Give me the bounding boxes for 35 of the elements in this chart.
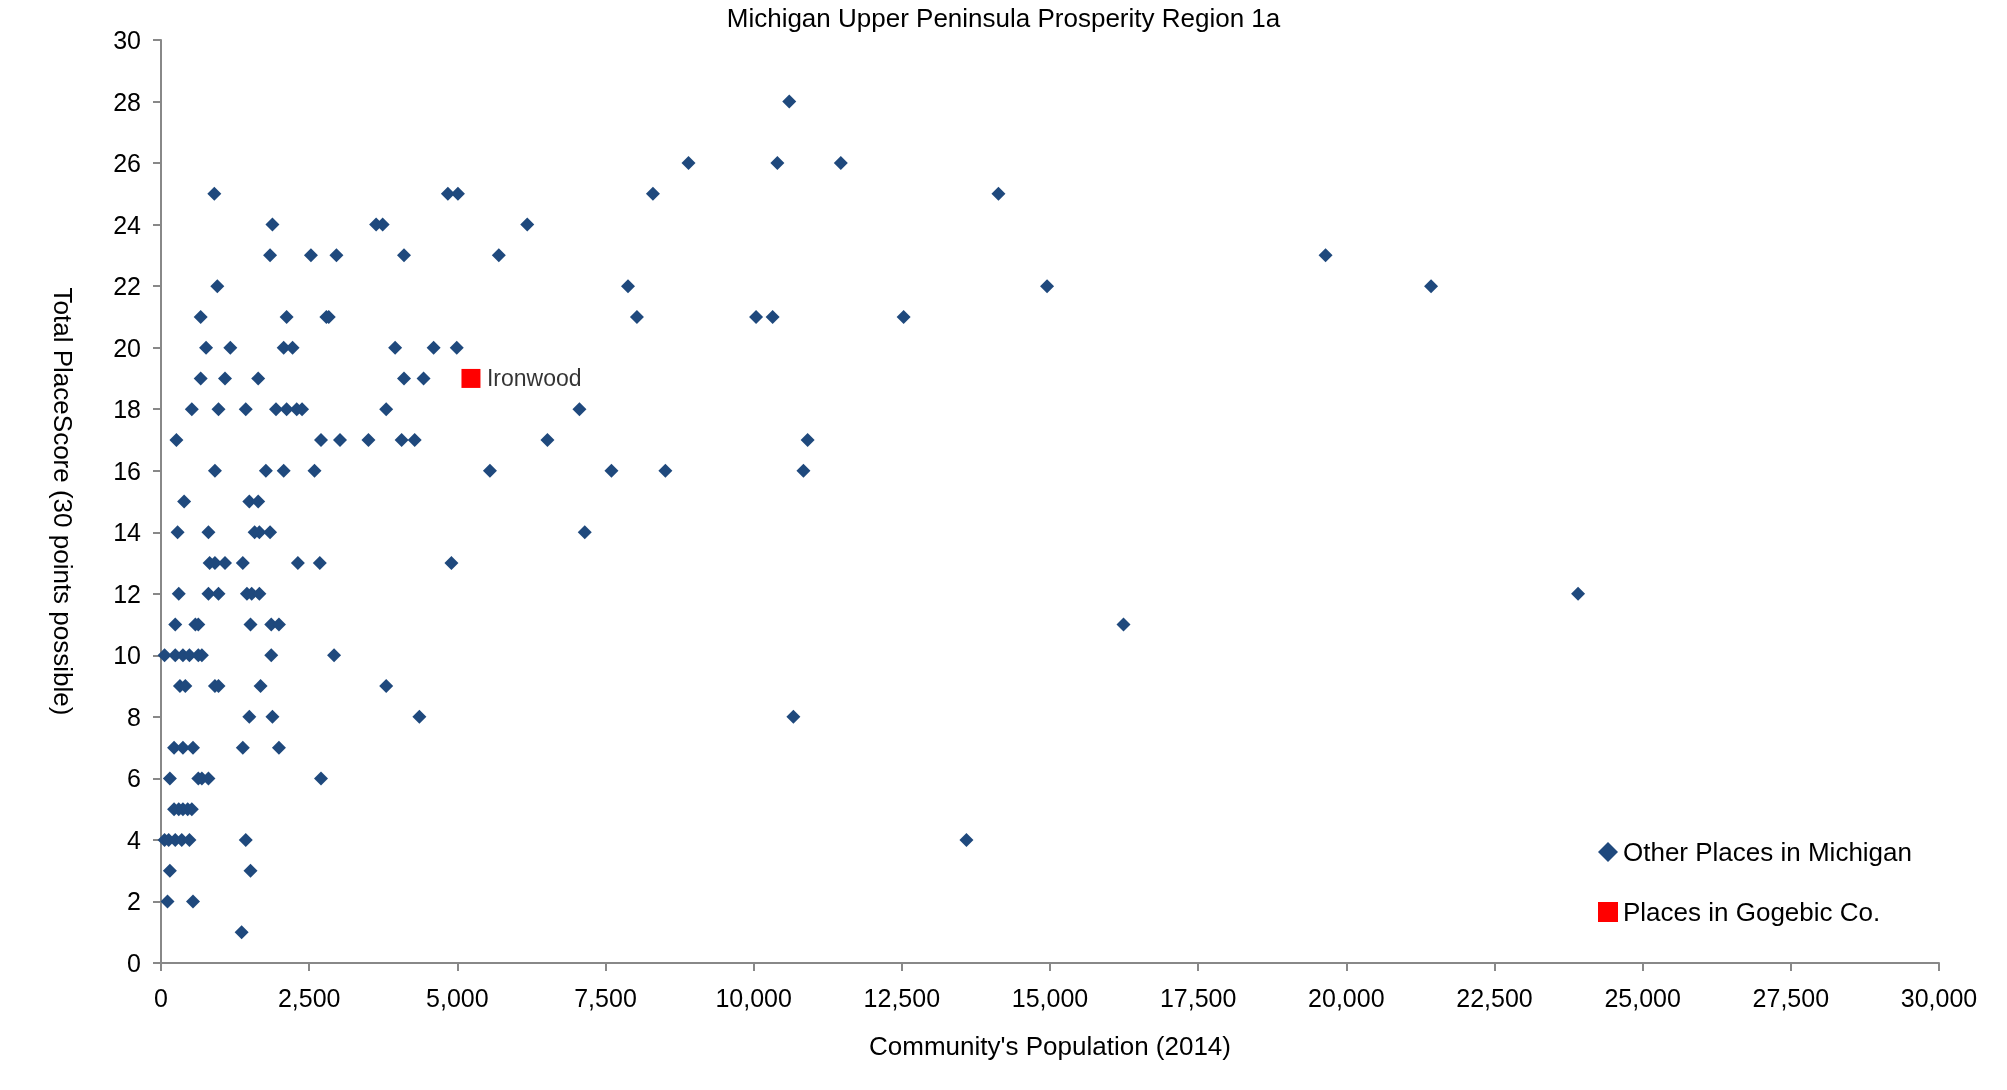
annotation: Ironwood — [486, 365, 582, 392]
chart-title: Michigan Upper Peninsula Prosperity Region 1a — [726, 3, 1281, 33]
y-tick-label: 28 — [113, 87, 141, 116]
y-tick-label: 6 — [127, 764, 141, 793]
y-axis-title: Total PlaceScore (30 points possible) — [48, 287, 78, 716]
y-tick-label: 26 — [113, 149, 141, 178]
x-tick-label: 15,000 — [1011, 983, 1089, 1012]
x-tick-label: 0 — [154, 983, 168, 1012]
y-tick-label: 8 — [127, 702, 141, 731]
y-tick-label: 18 — [113, 395, 141, 424]
y-tick-label: 14 — [113, 518, 142, 547]
y-tick-label: 16 — [113, 456, 141, 485]
y-tick-label: 0 — [127, 949, 141, 977]
x-tick-label: 12,500 — [863, 983, 941, 1012]
y-tick-label: 20 — [113, 333, 141, 362]
y-tick-label: 10 — [113, 641, 141, 670]
x-tick-label: 5,000 — [426, 983, 489, 1012]
x-tick-label: 17,500 — [1159, 983, 1237, 1012]
x-tick-label: 30,000 — [1900, 983, 1978, 1012]
y-tick-label: 2 — [127, 887, 141, 916]
x-tick-label: 27,500 — [1752, 983, 1830, 1012]
x-tick-label: 20,000 — [1308, 983, 1385, 1012]
x-tick-label: 22,500 — [1456, 983, 1533, 1012]
x-tick-label: 25,000 — [1604, 983, 1681, 1012]
y-tick-label: 24 — [113, 210, 142, 239]
x-tick-label: 7,500 — [574, 983, 637, 1012]
x-tick-label: 10,000 — [715, 983, 792, 1012]
y-tick-label: 22 — [113, 272, 141, 301]
legend-label: Places in Gogebic Co. — [1622, 897, 1881, 927]
y-tick-label: 30 — [113, 26, 141, 54]
y-tick-label: 4 — [127, 825, 142, 854]
x-tick-label: 2,500 — [277, 983, 341, 1012]
legend-label: Other Places in Michigan — [1622, 837, 1913, 867]
y-tick-label: 12 — [113, 579, 141, 608]
x-axis-title: Community's Population (2014) — [869, 1031, 1231, 1061]
